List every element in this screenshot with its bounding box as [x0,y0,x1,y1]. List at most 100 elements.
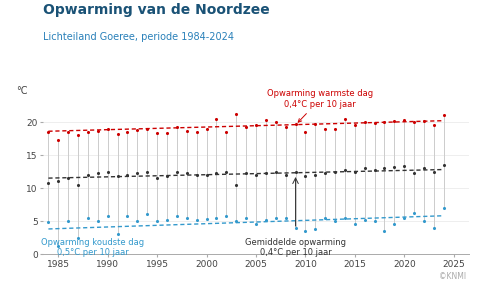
Point [381,229,388,233]
Point [361,217,369,222]
Text: Opwarming koudste dag
0,5°C per 10 jaar: Opwarming koudste dag 0,5°C per 10 jaar [42,237,144,257]
Point [94,129,102,133]
Point [94,219,102,223]
Point [173,125,181,130]
Point [193,173,200,177]
Point [213,171,220,175]
Point [124,213,131,218]
Point [242,171,250,176]
Point [410,120,418,124]
Point [301,130,309,134]
Point [371,121,379,126]
Point [104,126,112,131]
Point [341,215,349,220]
Point [55,138,62,142]
Point [410,211,418,215]
Point [203,173,211,177]
Point [331,169,339,174]
Point [223,213,230,218]
Point [143,211,151,216]
Point [74,182,82,187]
Point [351,169,359,174]
Point [143,126,151,131]
Point [124,173,131,177]
Point [391,165,398,169]
Point [361,166,369,171]
Point [331,126,339,131]
Point [64,176,72,180]
Point [183,128,191,133]
Point [153,219,161,223]
Point [292,225,299,230]
Point [74,235,82,240]
Point [114,231,121,236]
Point [213,117,220,121]
Point [312,173,319,177]
Point [232,219,240,223]
Point [400,164,408,168]
Point [94,171,102,176]
Point [183,171,191,175]
Point [133,219,141,223]
Point [242,124,250,129]
Point [84,215,92,220]
Point [371,219,379,223]
Point [74,133,82,138]
Point [301,229,309,233]
Point [143,169,151,174]
Point [193,130,200,134]
Point [104,169,112,174]
Point [440,113,448,118]
Point [252,123,260,128]
Text: Opwarming van de Noordzee: Opwarming van de Noordzee [43,3,270,17]
Point [163,217,171,222]
Text: Lichteiland Goeree, periode 1984-2024: Lichteiland Goeree, periode 1984-2024 [43,32,234,42]
Point [44,220,52,225]
Point [321,215,329,220]
Point [292,122,299,126]
Point [440,206,448,210]
Text: ©KNMI: ©KNMI [439,272,467,281]
Point [430,123,438,128]
Text: Gemiddelde opwarming
0,4°C per 10 jaar: Gemiddelde opwarming 0,4°C per 10 jaar [245,237,346,257]
Point [213,215,220,220]
Point [104,213,112,218]
Point [64,219,72,223]
Point [272,215,280,220]
Point [163,130,171,135]
Point [232,112,240,117]
Point [223,169,230,174]
Point [381,120,388,124]
Point [321,126,329,131]
Point [173,213,181,218]
Point [282,215,289,220]
Point [55,244,62,248]
Point [114,132,121,136]
Point [420,219,428,223]
Point [420,166,428,171]
Point [361,120,369,124]
Point [351,123,359,128]
Point [272,120,280,124]
Point [44,180,52,185]
Point [173,169,181,174]
Point [371,167,379,172]
Point [391,222,398,227]
Point [163,174,171,178]
Point [232,182,240,187]
Point [292,169,299,174]
Point [124,130,131,134]
Point [331,219,339,223]
Point [193,217,200,222]
Point [252,173,260,177]
Point [440,163,448,167]
Point [420,118,428,123]
Point [114,174,121,178]
Point [312,122,319,126]
Point [44,130,52,134]
Point [84,130,92,134]
Point [430,169,438,174]
Point [312,227,319,231]
Point [282,125,289,130]
Point [262,118,270,122]
